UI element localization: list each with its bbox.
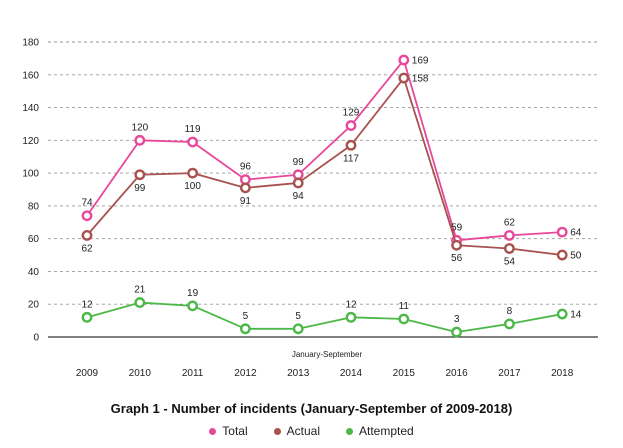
y-tick-label-140: 140 bbox=[22, 103, 39, 114]
y-tick-label-120: 120 bbox=[22, 136, 39, 147]
y-tick-label-160: 160 bbox=[22, 70, 39, 81]
data-label-actual-2015: 158 bbox=[412, 74, 429, 85]
legend-marker-actual bbox=[273, 427, 281, 435]
data-label-total-2014: 129 bbox=[343, 108, 360, 119]
data-label-attempted-2014: 12 bbox=[345, 299, 357, 310]
data-label-actual-2011: 100 bbox=[184, 181, 201, 192]
point-attempted-2010 bbox=[134, 297, 146, 308]
point-total-2011 bbox=[187, 136, 199, 148]
legend-label-attempted: Attempted bbox=[359, 424, 414, 438]
data-label-attempted-2015: 11 bbox=[399, 301, 410, 312]
point-actual-2009 bbox=[81, 229, 93, 241]
y-tick-label-0: 0 bbox=[33, 333, 39, 344]
y-tick-label-40: 40 bbox=[28, 267, 40, 278]
data-label-total-2016: 59 bbox=[451, 222, 463, 233]
point-attempted-2017 bbox=[503, 318, 515, 330]
data-label-attempted-2009: 12 bbox=[81, 299, 93, 310]
x-tick-label-2014: 2014 bbox=[340, 368, 363, 379]
data-label-total-2010: 120 bbox=[131, 122, 148, 133]
y-tick-label-60: 60 bbox=[28, 234, 40, 245]
data-label-actual-2017: 54 bbox=[504, 257, 516, 268]
point-attempted-2012 bbox=[239, 323, 251, 335]
data-label-actual-2014: 117 bbox=[343, 153, 359, 164]
y-tick-label-20: 20 bbox=[28, 300, 40, 311]
legend-label-total: Total bbox=[222, 424, 248, 438]
data-label-actual-2012: 91 bbox=[240, 196, 252, 207]
data-label-attempted-2010: 21 bbox=[134, 285, 146, 296]
point-attempted-2018 bbox=[556, 308, 568, 320]
legend-marker-attempted bbox=[346, 427, 353, 435]
point-actual-2010 bbox=[134, 169, 146, 181]
point-actual-2017 bbox=[503, 243, 515, 254]
data-label-actual-2013: 94 bbox=[293, 191, 305, 202]
point-actual-2016 bbox=[451, 239, 462, 251]
data-label-total-2017: 62 bbox=[504, 217, 516, 228]
point-total-2010 bbox=[134, 134, 146, 146]
y-tick-label-80: 80 bbox=[28, 201, 40, 212]
point-attempted-2015 bbox=[398, 313, 410, 325]
data-label-total-2013: 99 bbox=[293, 157, 305, 168]
point-attempted-2009 bbox=[81, 311, 93, 323]
chart-title: Graph 1 - Number of incidents (January-S… bbox=[110, 401, 513, 416]
data-label-total-2018: 64 bbox=[570, 228, 582, 239]
x-tick-label-2015: 2015 bbox=[393, 368, 416, 379]
point-actual-2014 bbox=[345, 139, 357, 151]
data-label-attempted-2012: 5 bbox=[243, 311, 249, 322]
point-total-2015 bbox=[398, 54, 410, 66]
point-actual-2011 bbox=[187, 167, 199, 179]
legend-item-total: Total bbox=[209, 424, 248, 438]
chart-legend: Total Actual Attempted bbox=[0, 424, 623, 438]
point-total-2017 bbox=[503, 229, 515, 241]
axis-subnote: January-September bbox=[292, 350, 363, 359]
x-tick-label-2011: 2011 bbox=[182, 368, 204, 379]
data-label-actual-2018: 50 bbox=[570, 251, 582, 262]
point-actual-2012 bbox=[239, 182, 251, 194]
x-tick-label-2009: 2009 bbox=[76, 368, 99, 379]
data-label-attempted-2017: 8 bbox=[507, 306, 513, 317]
data-label-attempted-2016: 3 bbox=[454, 314, 460, 325]
point-actual-2018 bbox=[556, 249, 568, 261]
x-tick-label-2013: 2013 bbox=[287, 368, 310, 379]
data-label-actual-2016: 56 bbox=[451, 253, 463, 264]
point-actual-2013 bbox=[292, 177, 304, 189]
point-attempted-2013 bbox=[292, 323, 304, 335]
data-label-total-2009: 74 bbox=[81, 198, 93, 209]
legend-marker-total bbox=[209, 427, 217, 435]
point-attempted-2014 bbox=[345, 311, 357, 323]
point-actual-2015 bbox=[398, 72, 410, 84]
data-label-total-2015: 169 bbox=[412, 56, 429, 67]
legend-item-attempted: Attempted bbox=[346, 424, 414, 438]
data-label-actual-2010: 99 bbox=[134, 183, 146, 194]
y-tick-label-180: 180 bbox=[22, 38, 39, 49]
data-label-total-2011: 119 bbox=[185, 124, 201, 135]
point-attempted-2016 bbox=[451, 326, 462, 338]
data-label-attempted-2011: 19 bbox=[187, 288, 199, 299]
y-tick-label-100: 100 bbox=[22, 169, 39, 180]
series-line-attempted bbox=[86, 301, 563, 333]
data-label-attempted-2013: 5 bbox=[295, 311, 301, 322]
x-tick-label-2017: 2017 bbox=[498, 368, 521, 379]
point-total-2014 bbox=[345, 120, 357, 131]
x-tick-label-2010: 2010 bbox=[129, 368, 152, 379]
x-tick-label-2016: 2016 bbox=[445, 368, 468, 379]
x-tick-label-2012: 2012 bbox=[234, 368, 257, 379]
data-label-total-2012: 96 bbox=[240, 162, 252, 173]
data-label-actual-2009: 62 bbox=[81, 243, 93, 254]
point-total-2009 bbox=[81, 210, 93, 222]
point-total-2018 bbox=[556, 226, 568, 238]
legend-item-actual: Actual bbox=[273, 424, 320, 438]
series-line-actual bbox=[86, 77, 563, 256]
point-attempted-2011 bbox=[187, 300, 199, 312]
legend-label-actual: Actual bbox=[286, 424, 320, 438]
x-tick-label-2018: 2018 bbox=[551, 368, 574, 379]
data-label-attempted-2018: 14 bbox=[570, 310, 582, 321]
series-line-total bbox=[86, 59, 563, 242]
